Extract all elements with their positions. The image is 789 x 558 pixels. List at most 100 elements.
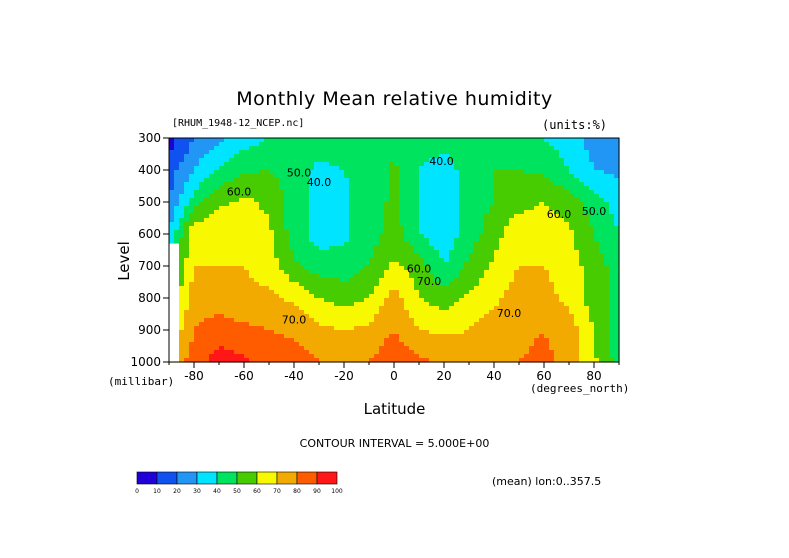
- heatmap-cell: [564, 310, 570, 315]
- heatmap-cell: [239, 266, 245, 271]
- heatmap-cell: [254, 306, 260, 311]
- heatmap-cell: [589, 162, 595, 167]
- heatmap-cell: [259, 338, 265, 343]
- heatmap-cell: [264, 342, 270, 347]
- heatmap-cell: [464, 182, 470, 187]
- heatmap-cell: [249, 278, 255, 283]
- heatmap-cell: [589, 294, 595, 299]
- heatmap-cell: [379, 158, 385, 163]
- heatmap-cell: [434, 138, 440, 143]
- heatmap-cell: [269, 274, 275, 279]
- heatmap-cell: [459, 306, 465, 311]
- heatmap-cell: [374, 310, 380, 315]
- heatmap-cell: [514, 302, 520, 307]
- heatmap-cell: [389, 194, 395, 199]
- heatmap-cell: [614, 170, 620, 175]
- heatmap-cell: [219, 358, 225, 363]
- heatmap-cell: [189, 254, 195, 259]
- heatmap-cell: [279, 198, 285, 203]
- heatmap-cell: [569, 210, 575, 215]
- heatmap-cell: [394, 290, 400, 295]
- heatmap-cell: [484, 326, 490, 331]
- heatmap-cell: [224, 166, 230, 171]
- heatmap-cell: [424, 170, 430, 175]
- heatmap-cell: [224, 278, 230, 283]
- heatmap-cell: [384, 150, 390, 155]
- heatmap-cell: [294, 218, 300, 223]
- heatmap-cell: [394, 334, 400, 339]
- heatmap-cell: [444, 206, 450, 211]
- heatmap-cell: [324, 210, 330, 215]
- heatmap-cell: [444, 138, 450, 143]
- heatmap-cell: [209, 282, 215, 287]
- heatmap-cell: [429, 306, 435, 311]
- heatmap-cell: [309, 162, 315, 167]
- heatmap-cell: [314, 138, 320, 143]
- heatmap-cell: [384, 178, 390, 183]
- heatmap-cell: [229, 270, 235, 275]
- heatmap-cell: [419, 290, 425, 295]
- heatmap-cell: [294, 206, 300, 211]
- heatmap-cell: [304, 246, 310, 251]
- heatmap-cell: [269, 218, 275, 223]
- heatmap-cell: [429, 338, 435, 343]
- heatmap-cell: [199, 294, 205, 299]
- heatmap-cell: [199, 258, 205, 263]
- heatmap-cell: [319, 334, 325, 339]
- heatmap-cell: [594, 182, 600, 187]
- heatmap-cell: [479, 310, 485, 315]
- heatmap-cell: [414, 302, 420, 307]
- heatmap-cell: [594, 250, 600, 255]
- heatmap-cell: [229, 254, 235, 259]
- heatmap-cell: [249, 258, 255, 263]
- heatmap-cell: [509, 178, 515, 183]
- heatmap-cell: [464, 286, 470, 291]
- heatmap-cell: [244, 142, 250, 147]
- heatmap-cell: [269, 146, 275, 151]
- heatmap-cell: [569, 278, 575, 283]
- heatmap-cell: [224, 190, 230, 195]
- heatmap-cell: [329, 342, 335, 347]
- heatmap-cell: [464, 162, 470, 167]
- heatmap-cell: [194, 358, 200, 363]
- heatmap-cell: [469, 314, 475, 319]
- heatmap-cell: [299, 178, 305, 183]
- heatmap-cell: [199, 186, 205, 191]
- heatmap-cell: [544, 254, 550, 259]
- heatmap-cell: [484, 342, 490, 347]
- heatmap-cell: [504, 318, 510, 323]
- heatmap-cell: [479, 162, 485, 167]
- heatmap-cell: [494, 170, 500, 175]
- heatmap-cell: [594, 226, 600, 231]
- heatmap-cell: [189, 358, 195, 363]
- heatmap-cell: [184, 170, 190, 175]
- heatmap-cell: [419, 354, 425, 359]
- heatmap-cell: [524, 254, 530, 259]
- heatmap-cell: [354, 338, 360, 343]
- heatmap-cell: [569, 338, 575, 343]
- heatmap-cell: [329, 198, 335, 203]
- heatmap-cell: [384, 258, 390, 263]
- heatmap-cell: [504, 342, 510, 347]
- heatmap-cell: [484, 334, 490, 339]
- heatmap-cell: [269, 254, 275, 259]
- heatmap-cell: [249, 210, 255, 215]
- heatmap-cell: [359, 318, 365, 323]
- heatmap-cell: [614, 194, 620, 199]
- heatmap-cell: [179, 158, 185, 163]
- heatmap-cell: [339, 250, 345, 255]
- heatmap-cell: [264, 326, 270, 331]
- heatmap-cell: [269, 250, 275, 255]
- heatmap-cell: [229, 318, 235, 323]
- heatmap-cell: [494, 274, 500, 279]
- heatmap-cell: [239, 242, 245, 247]
- heatmap-cell: [389, 278, 395, 283]
- heatmap-cell: [254, 146, 260, 151]
- heatmap-cell: [239, 186, 245, 191]
- heatmap-cell: [284, 334, 290, 339]
- heatmap-cell: [379, 286, 385, 291]
- heatmap-cell: [419, 262, 425, 267]
- heatmap-cell: [294, 278, 300, 283]
- heatmap-cell: [234, 238, 240, 243]
- heatmap-cell: [189, 198, 195, 203]
